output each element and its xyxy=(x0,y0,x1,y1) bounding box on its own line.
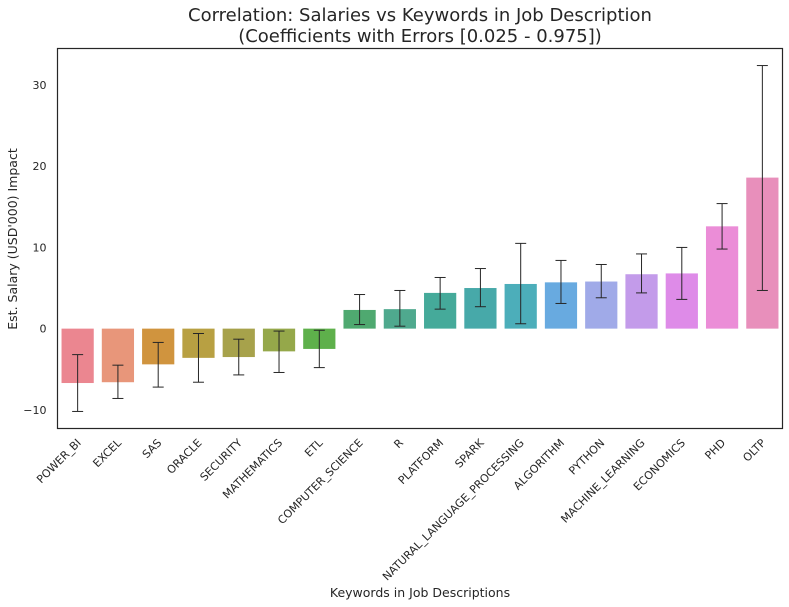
x-tick-label: SPARK xyxy=(452,436,487,471)
y-axis-ticks: −10 0 10 20 30 xyxy=(23,79,46,417)
chart-title-line2: (Coefficients with Errors [0.025 - 0.975… xyxy=(238,26,602,47)
x-axis-ticks: POWER_BI EXCEL SAS ORACLESECURITYMATHEMATIC… xyxy=(34,436,769,583)
x-tick-label: EXCEL xyxy=(90,436,124,470)
y-tick-label: 0 xyxy=(40,323,47,336)
x-tick-label: NATURAL_LANGUAGE_PROCESSING xyxy=(380,436,527,583)
x-tick-label: OLTP xyxy=(740,436,768,464)
y-axis-title: Est. Salary (USD'000) Impact xyxy=(5,148,20,330)
y-tick-label: 10 xyxy=(33,241,47,254)
plot-frame xyxy=(56,47,784,430)
chart-title-line1: Correlation: Salaries vs Keywords in Job… xyxy=(188,5,652,26)
x-tick-label: SAS xyxy=(140,436,165,461)
y-tick-label: −10 xyxy=(23,404,46,417)
x-tick-label: PYTHON xyxy=(566,436,607,477)
bars-group xyxy=(61,177,779,384)
x-tick-label: ORACLE xyxy=(164,436,204,476)
x-tick-label: R xyxy=(391,436,406,451)
y-tick-label: 20 xyxy=(33,160,47,173)
x-tick-label: PHD xyxy=(702,436,728,462)
x-tick-label: POWER_BI xyxy=(34,436,84,486)
x-axis-title: Keywords in Job Descriptions xyxy=(330,585,510,600)
error-bars-group xyxy=(72,65,768,412)
y-tick-label: 30 xyxy=(33,79,47,92)
x-tick-label: ETL xyxy=(302,436,326,460)
